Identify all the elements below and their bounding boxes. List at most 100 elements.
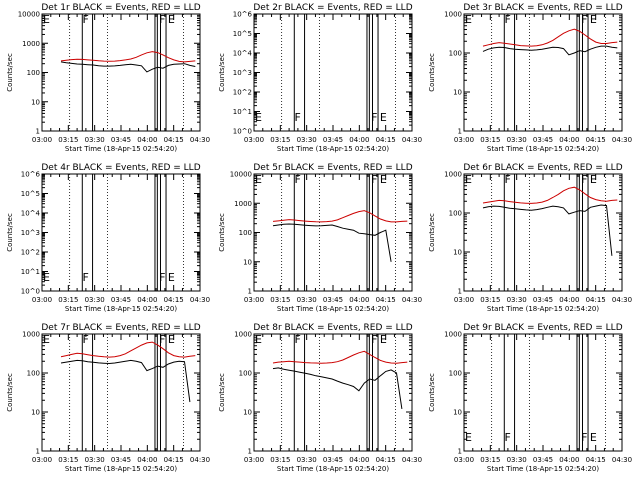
y-tick-label: 10 [243, 258, 252, 266]
y-axis-label: Counts/sec [218, 53, 226, 92]
y-tick-label: 100 [239, 229, 252, 237]
y-tick-label: 1000 [22, 40, 40, 48]
y-tick-label: 10^4 [21, 210, 41, 218]
event-marker-label: F [295, 111, 301, 124]
plot-frame [41, 333, 201, 452]
y-axis-label: Counts/sec [428, 213, 436, 252]
x-tick-label: 04:00 [559, 136, 579, 144]
x-tick-label: 04:15 [586, 296, 606, 304]
y-tick-label: 10^2 [21, 249, 40, 257]
x-tick-label: 04:00 [559, 296, 579, 304]
event-marker-label: E [590, 173, 597, 186]
y-tick-label: 10^2 [233, 89, 252, 97]
x-tick-label: 03:45 [533, 296, 553, 304]
event-marker-label: E [255, 173, 262, 186]
y-tick-label: 10 [31, 409, 40, 417]
x-tick-label: 04:30 [190, 136, 210, 144]
y-tick-label: 100 [449, 50, 462, 58]
x-tick-label: 03:45 [111, 296, 131, 304]
event-marker-label: E [590, 431, 597, 444]
x-tick-label: 04:15 [164, 456, 184, 464]
x-tick-label: 04:00 [559, 456, 579, 464]
x-axis-label: Start Time (18-Apr-15 02:54:20) [65, 145, 177, 153]
x-tick-label: 04:00 [349, 456, 369, 464]
y-axis-label: Counts/sec [6, 373, 14, 412]
panel-title: Det 3r BLACK = Events, RED = LLD [463, 3, 622, 13]
panel-det-7: Det 7r BLACK = Events, RED = LLD 1 10 100 10… [6, 323, 210, 473]
x-tick-label: 03:15 [58, 136, 78, 144]
y-tick-label: 10000 [230, 171, 252, 179]
x-tick-label: 03:45 [111, 456, 131, 464]
x-tick-label: 03:45 [323, 136, 343, 144]
y-axis-label: Counts/sec [218, 373, 226, 412]
panel-title: Det 9r BLACK = Events, RED = LLD [463, 323, 622, 333]
x-tick-label: 04:30 [612, 296, 632, 304]
x-tick-label: 04:00 [137, 456, 157, 464]
y-tick-label: 10^5 [233, 30, 252, 38]
panel-title: Det 8r BLACK = Events, RED = LLD [253, 323, 412, 333]
y-tick-label: 10^5 [21, 190, 40, 198]
event-marker-label: F [83, 333, 89, 346]
x-tick-label: 04:15 [164, 296, 184, 304]
y-tick-label: 10^1 [21, 268, 40, 276]
y-axis-label: Counts/sec [6, 213, 14, 252]
event-marker-label: E [43, 13, 50, 26]
y-tick-label: 10000 [18, 11, 40, 19]
y-tick-label: 100 [27, 370, 40, 378]
x-tick-label: 03:00 [244, 296, 264, 304]
lld-series-line [482, 186, 618, 204]
y-tick-label: 1000 [234, 200, 252, 208]
events-series-line [60, 359, 191, 403]
x-tick-label: 03:00 [454, 296, 474, 304]
y-tick-label: 10 [453, 89, 462, 97]
panel-det-1: Det 1r BLACK = Events, RED = LLD 1 10 100 10… [6, 3, 210, 153]
event-marker-label: E [380, 173, 387, 186]
x-tick-label: 03:30 [297, 456, 317, 464]
x-tick-label: 03:15 [270, 456, 290, 464]
event-marker-label: E [255, 333, 262, 346]
x-tick-label: 04:15 [376, 296, 396, 304]
x-tick-label: 04:30 [612, 456, 632, 464]
y-tick-label: 1 [248, 448, 252, 456]
plot-frame [253, 333, 413, 452]
panel-title: Det 4r BLACK = Events, RED = LLD [41, 163, 200, 173]
y-tick-label: 10^0 [21, 288, 40, 296]
y-tick-label: 1 [36, 128, 40, 136]
x-tick-label: 04:00 [349, 296, 369, 304]
x-axis-label: Start Time (18-Apr-15 02:54:20) [277, 145, 389, 153]
panel-det-2: Det 2r BLACK = Events, RED = LLD 10^0 10^1… [218, 3, 422, 153]
x-tick-label: 03:45 [533, 136, 553, 144]
event-marker-label: E [465, 173, 472, 186]
x-tick-label: 03:45 [533, 456, 553, 464]
event-marker-label: F [295, 333, 301, 346]
x-tick-label: 03:45 [323, 456, 343, 464]
event-marker-label: F [505, 173, 511, 186]
x-tick-label: 03:15 [270, 296, 290, 304]
x-tick-label: 03:45 [323, 296, 343, 304]
x-tick-label: 03:00 [32, 296, 52, 304]
x-tick-label: 04:30 [612, 136, 632, 144]
x-tick-label: 03:15 [480, 136, 500, 144]
x-tick-label: 04:00 [137, 296, 157, 304]
x-tick-label: 03:30 [85, 296, 105, 304]
x-axis-label: Start Time (18-Apr-15 02:54:20) [487, 305, 599, 313]
y-tick-label: 100 [239, 370, 252, 378]
event-marker-label: E [380, 333, 387, 346]
x-tick-label: 03:00 [454, 456, 474, 464]
x-tick-label: 03:15 [480, 296, 500, 304]
plot-frame [253, 13, 413, 132]
y-tick-label: 1 [248, 288, 252, 296]
panel-det-8: Det 8r BLACK = Events, RED = LLD 1 10 100 10… [218, 323, 422, 473]
event-marker-label: F [159, 333, 165, 346]
event-marker-label: E [590, 13, 597, 26]
y-tick-label: 10^6 [233, 11, 253, 19]
y-tick-label: 100 [449, 370, 462, 378]
x-tick-label: 04:15 [586, 456, 606, 464]
y-tick-label: 10 [243, 409, 252, 417]
y-tick-label: 1000 [444, 171, 462, 179]
events-series-line [272, 367, 403, 409]
x-tick-label: 03:15 [58, 296, 78, 304]
y-tick-label: 10^1 [233, 108, 252, 116]
y-tick-label: 10 [453, 249, 462, 257]
event-marker-label: E [380, 111, 387, 124]
